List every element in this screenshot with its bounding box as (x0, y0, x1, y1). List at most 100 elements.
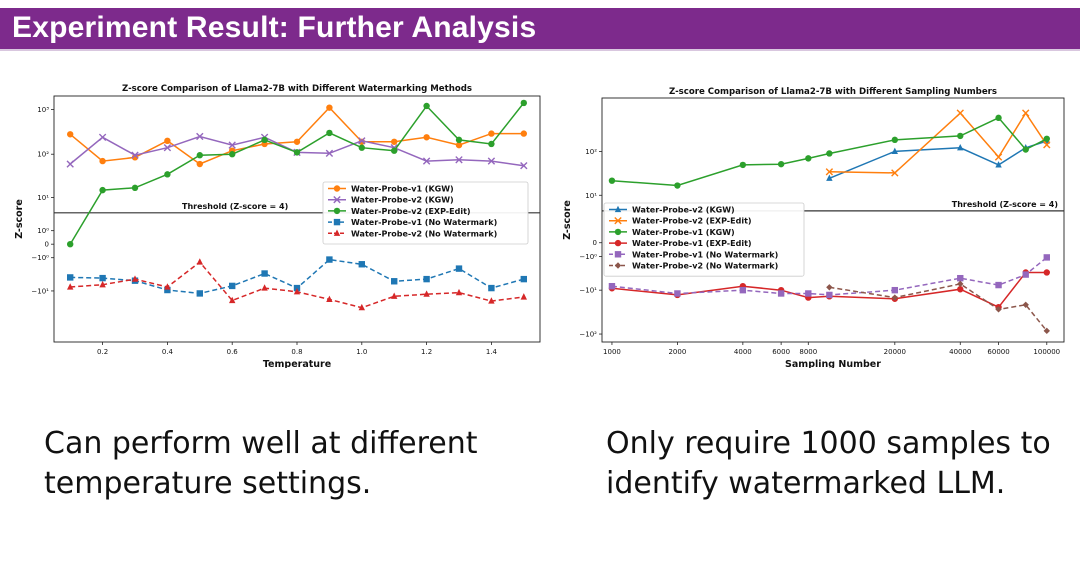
y-tick-label: 10³ (37, 106, 49, 114)
data-point (99, 186, 106, 194)
y-tick-label: 0 (593, 239, 597, 247)
data-point (293, 138, 301, 145)
y-axis-label: Z-score (562, 200, 573, 240)
y-tick-label: 10² (37, 151, 49, 159)
legend-swatch-marker (333, 196, 341, 204)
x-tick-label: 0.6 (227, 348, 239, 356)
data-point (99, 280, 106, 288)
data-point (131, 151, 139, 159)
data-point (777, 290, 785, 297)
data-point (358, 144, 365, 151)
x-tick-label: 60000 (987, 348, 1009, 356)
legend-box (322, 181, 529, 245)
x-axis-label: Temperature (263, 359, 331, 368)
y-tick-label: 10¹ (585, 192, 597, 200)
data-point (164, 286, 171, 294)
data-point (423, 102, 430, 110)
data-point (261, 270, 268, 277)
title-rule (0, 49, 1080, 51)
data-point (196, 152, 203, 159)
legend-swatch-marker (614, 228, 622, 236)
data-point (1043, 135, 1050, 142)
data-point (488, 140, 495, 148)
data-point (957, 280, 964, 288)
data-point (805, 290, 812, 297)
y-axis-label: Z-score (14, 199, 25, 239)
legend-item: Water-Probe-v2 (No Watermark) (328, 229, 497, 238)
data-point (739, 286, 747, 294)
data-point (488, 284, 495, 292)
data-point (995, 161, 1002, 168)
data-point (455, 265, 463, 272)
data-point (956, 109, 964, 117)
legend-item: Water-Probe-v1 (EXP-Edit) (609, 239, 752, 248)
x-axis-label: Sampling Number (785, 359, 881, 368)
legend-item: Water-Probe-v2 (KGW) (609, 206, 735, 215)
legend-label: Water-Probe-v2 (EXP-Edit) (632, 217, 752, 226)
legend-swatch-marker (333, 229, 341, 236)
data-point (391, 147, 398, 154)
data-point (805, 155, 812, 162)
x-tick-label: 0.8 (291, 348, 302, 356)
data-point (826, 291, 833, 299)
data-point (1043, 269, 1050, 276)
legend-item: Water-Probe-v1 (KGW) (609, 228, 735, 237)
data-point (777, 160, 785, 168)
x-tick-label: 6000 (772, 348, 790, 356)
data-point (164, 171, 171, 178)
data-point (229, 282, 236, 290)
legend-label: Water-Probe-v1 (EXP-Edit) (632, 239, 752, 248)
series-water-probe-v2-no-watermark (67, 258, 527, 311)
y-tick-label: 10¹ (37, 194, 49, 202)
legend-label: Water-Probe-v1 (KGW) (351, 185, 454, 194)
series-water-probe-v2-exp-edit (67, 99, 527, 248)
chart-title: Z-score Comparison of Llama2-7B with Dif… (669, 87, 997, 97)
data-point (98, 133, 107, 141)
data-point (674, 182, 681, 189)
data-point (608, 177, 616, 184)
legend-item: Water-Probe-v2 (EXP-Edit) (609, 217, 752, 226)
data-point (455, 156, 463, 164)
x-tick-label: 8000 (799, 348, 817, 356)
data-point (229, 296, 236, 304)
data-point (891, 286, 899, 294)
data-point (608, 282, 616, 290)
data-point (67, 274, 74, 281)
sampling-zscore-chart: Z-score Comparison of Llama2-7B with Dif… (562, 87, 1065, 368)
data-point (520, 130, 527, 137)
data-point (455, 141, 463, 149)
data-point (520, 275, 527, 283)
caption-sampling: Only require 1000 samples to identify wa… (606, 426, 1051, 501)
legend-swatch-marker (614, 205, 622, 213)
data-point (391, 278, 398, 285)
data-point (488, 130, 495, 137)
y-tick-label: −10⁰ (579, 253, 597, 261)
legend-item: Water-Probe-v2 (EXP-Edit) (328, 207, 471, 216)
data-point (326, 256, 333, 263)
legend-swatch-marker (614, 251, 622, 258)
legend-item: Water-Probe-v1 (KGW) (328, 185, 454, 194)
legend-swatch-marker (333, 218, 341, 226)
legend-swatch-marker (614, 239, 622, 247)
series-line (829, 140, 1048, 179)
data-point (520, 293, 527, 300)
data-point (131, 275, 139, 282)
data-point (423, 290, 430, 297)
y-tick-label: 10⁰ (37, 227, 49, 235)
y-tick-label: −10¹ (31, 287, 49, 295)
data-point (326, 295, 333, 303)
data-point (196, 290, 203, 297)
data-point (957, 144, 964, 151)
series-line (829, 283, 1048, 332)
data-point (358, 261, 365, 268)
data-point (358, 137, 366, 145)
data-point (131, 184, 139, 192)
title-bar: Experiment Result: Further Analysis (0, 8, 1080, 49)
data-point (293, 149, 301, 156)
series-water-probe-v1-no-watermark (608, 254, 1050, 299)
data-point (891, 136, 899, 144)
data-point (891, 147, 899, 155)
legend-label: Water-Probe-v2 (KGW) (351, 196, 454, 205)
data-point (995, 114, 1002, 122)
data-point (957, 286, 964, 293)
